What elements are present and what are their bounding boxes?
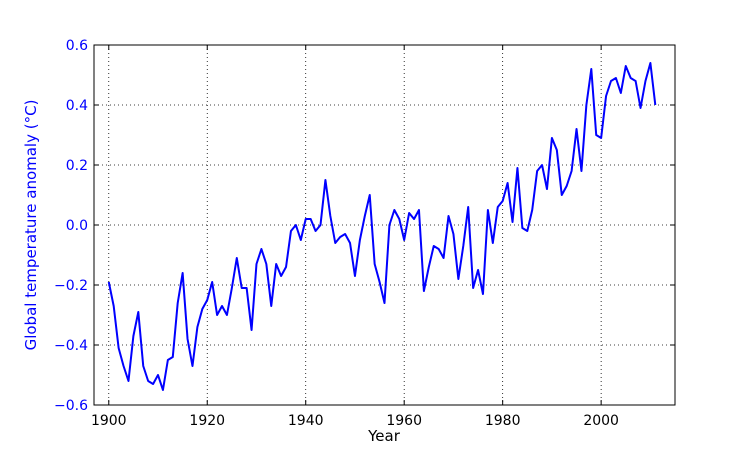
y-tick-label: 0.4 <box>66 98 88 114</box>
temperature-anomaly-line <box>107 62 657 391</box>
y-tick-label: 0.0 <box>66 218 88 234</box>
y-tick-label: 0.6 <box>66 38 88 54</box>
y-tick-label: −0.4 <box>54 338 88 354</box>
x-tick-label: 1900 <box>91 413 127 429</box>
axis-ticks: 1900 1920 1940 1960 1980 2000 −0.6 −0.4 −0.2 0.0 0… <box>54 38 675 429</box>
x-tick-label: 1940 <box>288 413 324 429</box>
x-axis-label: Year <box>367 427 401 445</box>
y-tick-label: −0.2 <box>54 278 88 294</box>
grid-lines <box>94 45 675 405</box>
x-tick-label: 2000 <box>583 413 619 429</box>
x-tick-label: 1920 <box>189 413 225 429</box>
y-tick-label: −0.6 <box>54 398 88 414</box>
y-tick-label: 0.2 <box>66 158 88 174</box>
x-tick-label: 1960 <box>386 413 422 429</box>
y-axis-label: Global temperature anomaly (°C) <box>22 100 40 351</box>
x-tick-label: 1980 <box>485 413 521 429</box>
